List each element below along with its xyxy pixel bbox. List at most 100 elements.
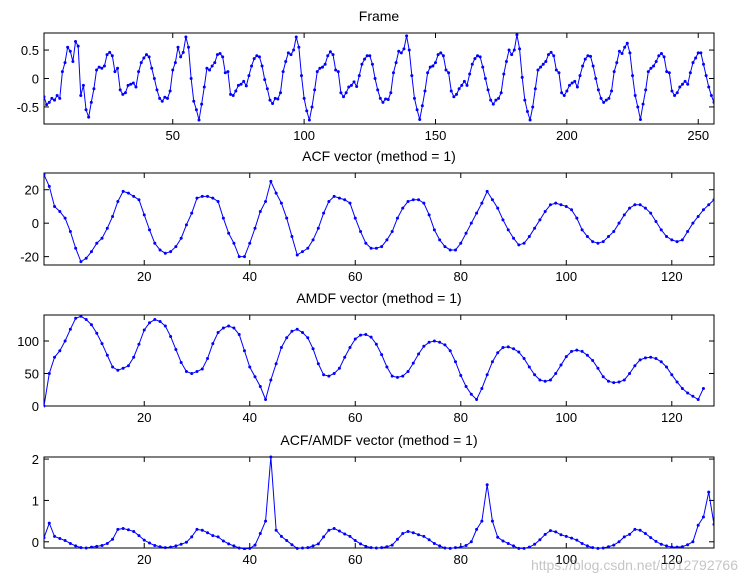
data-point [654,539,658,543]
series-1 [44,314,705,408]
data-point [533,226,537,230]
data-point [242,79,246,83]
watermark: https://blog.csdn.net/u012792766 [530,557,738,573]
data-point [190,535,194,539]
data-point [510,53,514,57]
data-point [370,62,374,66]
data-point [696,398,700,401]
data-point [417,533,421,537]
data-point [44,404,46,408]
data-point [523,98,527,102]
data-point [591,359,595,362]
x-tick-label: 20 [137,410,151,425]
data-point [612,381,616,385]
data-point [376,88,380,92]
data-point [386,98,390,102]
data-point [337,196,341,200]
x-tick-label: 80 [454,552,468,567]
data-point [247,74,251,78]
data-point [422,201,426,205]
data-point [163,95,167,99]
data-point [306,546,310,550]
data-point [512,544,516,548]
data-point [211,342,215,346]
data-point [237,255,241,259]
data-point [66,45,70,49]
data-point [211,196,215,200]
x-tick-label: 40 [243,410,257,425]
data-point [476,54,480,58]
data-point [397,49,401,53]
data-point [84,108,88,112]
data-point [363,57,367,61]
data-point [359,542,363,546]
data-point [353,337,357,341]
data-point [221,539,225,543]
data-point [173,61,177,65]
data-point [601,240,605,244]
data-point [596,366,600,370]
data-point [206,194,210,198]
data-point [385,365,389,369]
data-point [276,97,280,101]
data-point [544,59,548,63]
data-point [105,53,109,57]
data-point [184,540,188,544]
data-point [599,96,603,100]
data-point [347,85,351,89]
data-point [417,198,421,202]
data-point [92,87,96,91]
data-point [475,211,479,215]
data-point [390,543,394,547]
data-point [680,82,684,86]
data-point [334,68,338,72]
data-point [654,59,658,63]
data-point [454,360,457,364]
data-point [686,543,690,547]
data-point [110,54,114,58]
data-point [617,540,621,544]
data-point [327,374,331,378]
data-point [260,64,264,68]
data-point [258,532,262,536]
data-point [620,51,624,55]
data-point [406,370,410,374]
data-point [47,521,51,525]
data-point [554,530,558,534]
data-point [239,82,243,86]
data-point [237,546,241,550]
data-point [712,100,714,104]
data-point [160,99,164,103]
data-point [628,532,632,536]
data-point [63,61,67,65]
data-point [575,216,579,220]
data-point [381,100,385,104]
data-point [638,117,642,121]
data-point [686,230,690,234]
data-point [607,96,611,100]
data-point [44,173,46,177]
data-point [594,77,598,80]
data-point [153,241,157,245]
data-point [496,535,500,539]
data-point [691,221,695,225]
data-point [512,48,516,52]
data-point [401,374,405,378]
data-point [137,198,141,202]
data-point [316,542,320,546]
data-point [615,61,619,65]
data-point [506,228,510,232]
data-point [494,98,498,102]
data-point [332,372,336,375]
chart-panel-4: ACF/AMDF vector (method = 1)20 40 60 80 100 1… [32,432,715,567]
data-point [633,364,637,368]
data-point [548,378,552,382]
data-point [349,83,353,87]
data-point [560,91,564,95]
data-point [332,194,336,198]
data-point [89,100,93,104]
data-point [543,532,547,536]
data-point [504,59,508,63]
data-point [436,53,440,57]
data-point [322,373,326,377]
